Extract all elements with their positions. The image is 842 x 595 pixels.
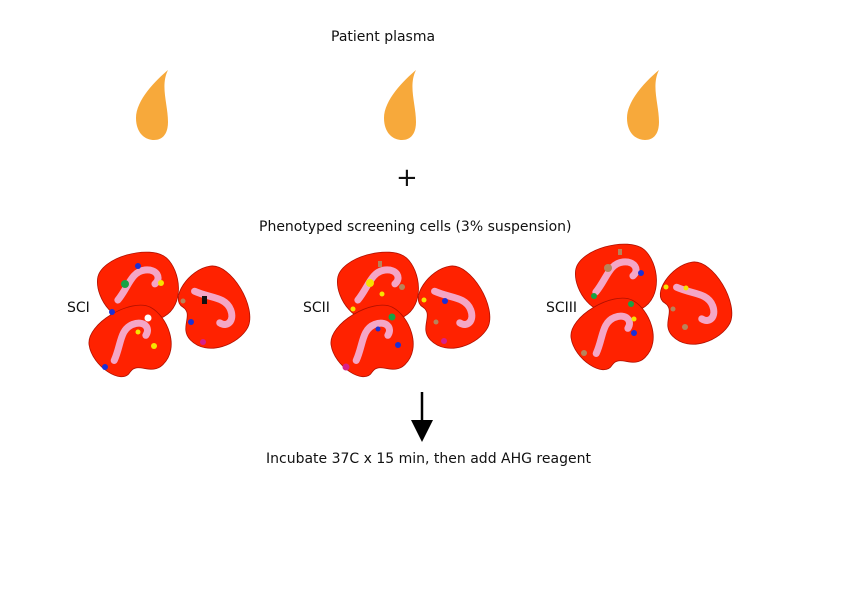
antibody-icon bbox=[198, 102, 216, 120]
down-arrow-icon bbox=[411, 392, 433, 442]
cells-title: Phenotyped screening cells (3% suspensio… bbox=[259, 219, 572, 235]
antigen-dots bbox=[581, 249, 689, 356]
plasma-group-3 bbox=[627, 70, 707, 140]
antibody-icon bbox=[689, 95, 707, 113]
antibody-icon bbox=[662, 74, 680, 92]
plasma-group-1 bbox=[136, 70, 216, 140]
plasma-drop bbox=[136, 70, 168, 140]
cell-cluster-sci bbox=[80, 244, 262, 393]
step-text: Incubate 37C x 15 min, then add AHG reag… bbox=[266, 451, 591, 467]
plasma-group-2 bbox=[384, 70, 464, 140]
plasma-drop bbox=[627, 70, 659, 140]
antigen-dots bbox=[102, 263, 207, 370]
plus-symbol: + bbox=[396, 163, 418, 193]
red-cell bbox=[644, 253, 744, 357]
plasma-title: Patient plasma bbox=[331, 29, 436, 45]
cell-cluster-sciii bbox=[562, 236, 744, 386]
antibody-icon bbox=[419, 77, 437, 95]
antibody-icon bbox=[418, 110, 436, 128]
plasma-drop bbox=[384, 70, 416, 140]
antigen-dots bbox=[342, 261, 448, 371]
antibody-icon bbox=[660, 108, 678, 126]
antibody-icon bbox=[446, 96, 464, 114]
red-cell bbox=[402, 257, 502, 361]
antibody-icon bbox=[170, 114, 188, 132]
red-cell bbox=[162, 257, 262, 361]
cell-label-scii: SCII bbox=[303, 300, 330, 316]
cell-cluster-scii bbox=[322, 244, 502, 393]
antibody-icon bbox=[172, 80, 190, 98]
cell-label-sciii: SCIII bbox=[546, 300, 578, 316]
cell-label-sci: SCI bbox=[67, 300, 90, 316]
